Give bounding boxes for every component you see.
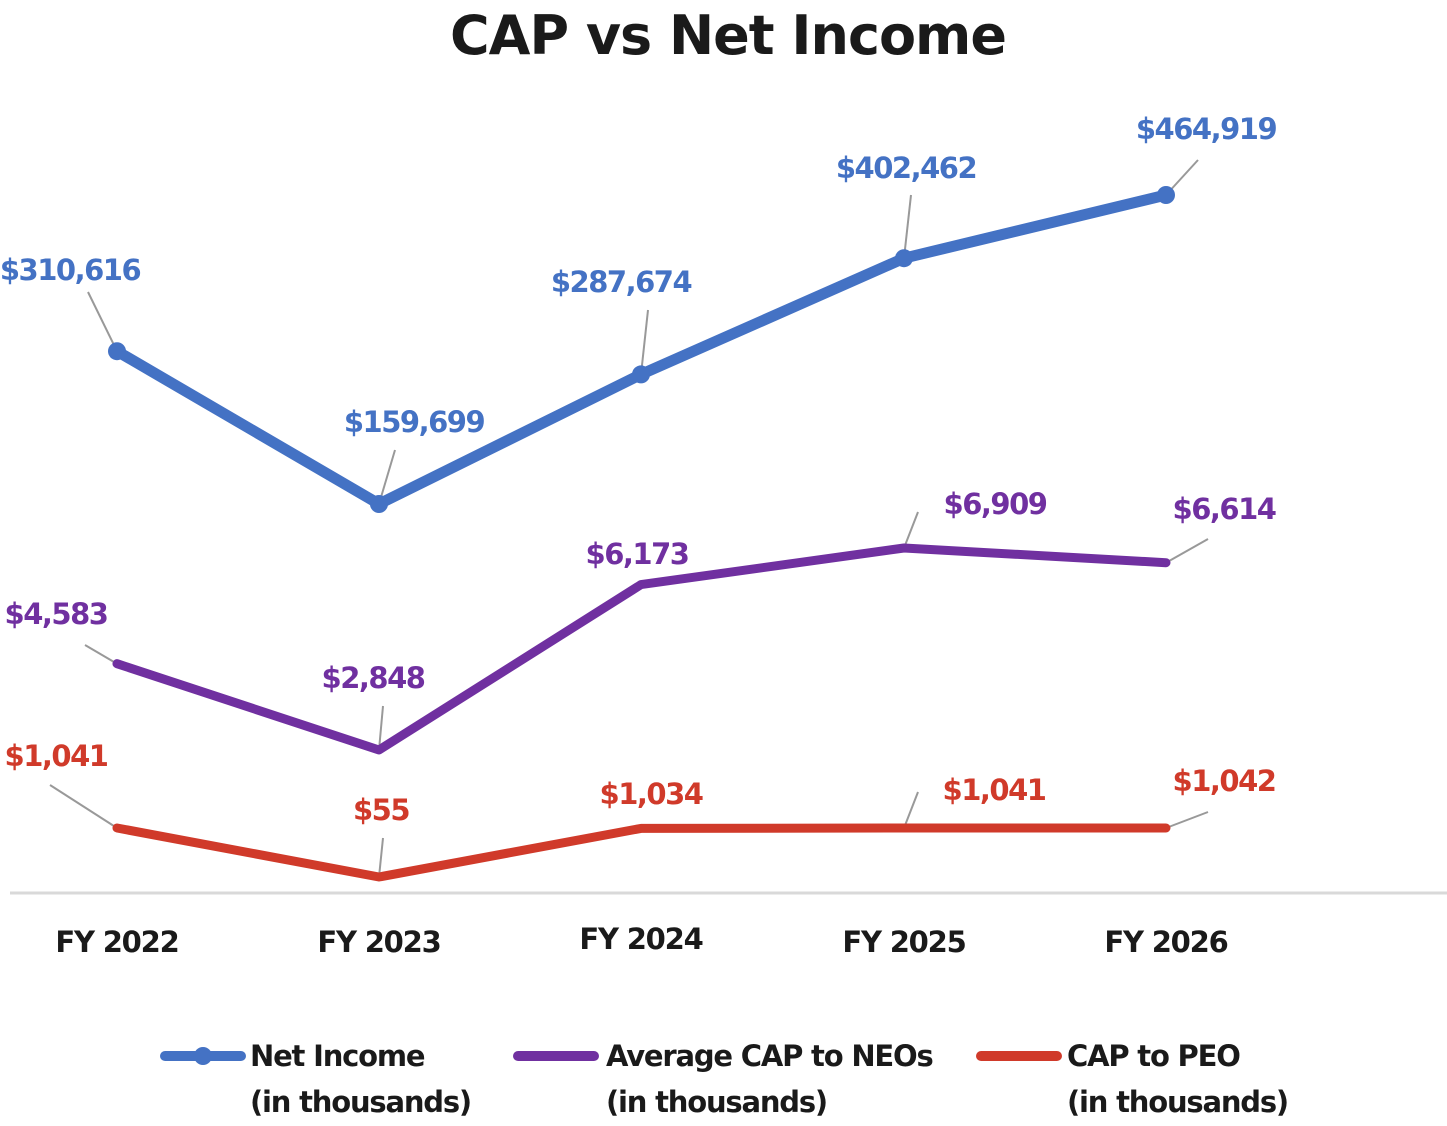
legend-item: Net Income (in thousands) xyxy=(160,1039,472,1119)
chart-title: CAP vs Net Income xyxy=(450,4,1006,67)
legend-item: Average CAP to NEOs (in thousands) xyxy=(513,1039,934,1119)
data-label: $6,173 xyxy=(586,537,689,571)
data-point-marker xyxy=(108,342,126,361)
data-label: $1,034 xyxy=(600,777,703,811)
data-point-marker xyxy=(370,495,388,513)
leader-line xyxy=(378,449,396,505)
legend-sublabel: (in thousands) xyxy=(1067,1085,1288,1119)
leader-line xyxy=(87,291,118,352)
x-tick-label: FY 2022 xyxy=(55,925,178,959)
x-axis-ticks: FY 2022 FY 2023 FY 2024 FY 2025 FY 2026 xyxy=(55,922,1228,959)
series-line-0 xyxy=(111,189,1172,510)
x-tick-label: FY 2024 xyxy=(579,922,702,956)
data-label: $1,041 xyxy=(943,773,1046,807)
x-tick-label: FY 2026 xyxy=(1104,925,1227,959)
leader-line xyxy=(640,309,649,375)
leader-line xyxy=(378,705,384,751)
data-point-marker xyxy=(1157,186,1175,204)
data-label: $55 xyxy=(353,793,409,827)
series-line-1 xyxy=(112,543,1171,755)
leader-line xyxy=(903,511,919,549)
legend-label: Average CAP to NEOs xyxy=(606,1039,933,1073)
legend-sublabel: (in thousands) xyxy=(606,1085,827,1119)
legend-marker xyxy=(194,1047,212,1065)
data-label: $402,462 xyxy=(836,151,976,185)
legend: Net Income(in thousands)Average CAP to N… xyxy=(160,1039,1289,1119)
series-lines xyxy=(108,186,1175,882)
x-tick-label: FY 2023 xyxy=(317,925,440,959)
leader-line xyxy=(378,837,384,878)
leader-line xyxy=(1165,538,1209,564)
data-label: $6,614 xyxy=(1173,492,1276,526)
legend-label: CAP to PEO xyxy=(1067,1039,1240,1073)
leader-line xyxy=(1165,811,1209,829)
data-point-marker xyxy=(632,365,650,384)
data-label: $287,674 xyxy=(551,265,692,299)
leader-line xyxy=(49,784,118,829)
legend-sublabel: (in thousands) xyxy=(250,1085,471,1119)
leader-line xyxy=(84,644,118,665)
legend-item: CAP to PEO (in thousands) xyxy=(976,1039,1289,1119)
data-label: $464,919 xyxy=(1136,112,1277,146)
data-label: $6,909 xyxy=(944,487,1047,521)
data-label: $1,041 xyxy=(5,739,108,773)
x-tick-label: FY 2025 xyxy=(842,925,965,959)
leader-lines xyxy=(49,159,1209,878)
legend-label: Net Income xyxy=(250,1039,425,1073)
data-label: $1,042 xyxy=(1173,764,1276,798)
data-label: $2,848 xyxy=(322,661,425,695)
data-label: $310,616 xyxy=(0,253,140,287)
data-label: $4,583 xyxy=(5,597,108,631)
leader-line xyxy=(903,194,912,259)
data-labels: $310,616 $159,699 $287,674 $402,462 $464,919… xyxy=(0,112,1278,827)
leader-line xyxy=(903,791,919,829)
series-line-2 xyxy=(112,823,1171,882)
data-point-marker xyxy=(895,249,913,268)
data-label: $159,699 xyxy=(344,405,485,439)
